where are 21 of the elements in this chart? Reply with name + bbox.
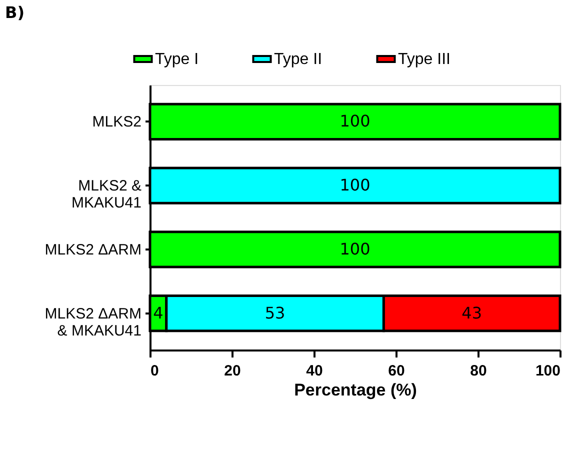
data-label: 43 [462, 303, 482, 322]
x-tick-label: 40 [306, 362, 323, 380]
legend-label: Type I [155, 51, 199, 68]
y-tick-label: MLKS2 ΔARM & MKAKU41 [44, 305, 142, 340]
data-label: 100 [340, 239, 370, 258]
x-tick-label: 0 [150, 362, 159, 380]
x-tick-label: 80 [470, 362, 487, 380]
y-tick-label: MLKS2 ΔARM [44, 241, 142, 258]
legend-label: Type II [274, 51, 322, 68]
x-tick-label: 20 [224, 362, 241, 380]
x-axis-title: Percentage (%) [294, 380, 417, 400]
data-label: 100 [340, 112, 370, 131]
y-tick-label: MLKS2 [92, 114, 142, 131]
x-tick-label: 60 [388, 362, 405, 380]
data-label: 100 [340, 176, 370, 195]
x-tick-label: 100 [535, 362, 560, 380]
data-label: 53 [264, 303, 286, 322]
data-label: 4 [153, 303, 164, 322]
text: B) [5, 3, 25, 22]
y-tick-label: MLKS2 & MKAKU41 [71, 178, 142, 212]
legend-label: Type III [398, 51, 450, 68]
